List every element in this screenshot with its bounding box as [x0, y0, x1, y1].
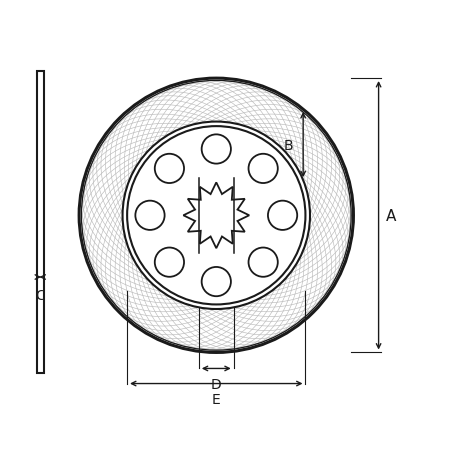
Circle shape	[201, 135, 230, 164]
Text: A: A	[385, 208, 395, 223]
Circle shape	[122, 122, 309, 309]
Circle shape	[248, 248, 277, 277]
Circle shape	[79, 79, 353, 353]
Polygon shape	[183, 183, 249, 249]
Text: B: B	[283, 138, 292, 152]
Circle shape	[154, 248, 184, 277]
Circle shape	[201, 267, 230, 297]
Bar	[37, 72, 44, 373]
Text: D: D	[210, 377, 221, 391]
Circle shape	[127, 127, 305, 305]
Circle shape	[267, 201, 297, 230]
Circle shape	[135, 201, 164, 230]
Circle shape	[248, 154, 277, 184]
Circle shape	[154, 154, 184, 184]
Text: C: C	[35, 289, 45, 303]
Text: E: E	[212, 392, 220, 406]
